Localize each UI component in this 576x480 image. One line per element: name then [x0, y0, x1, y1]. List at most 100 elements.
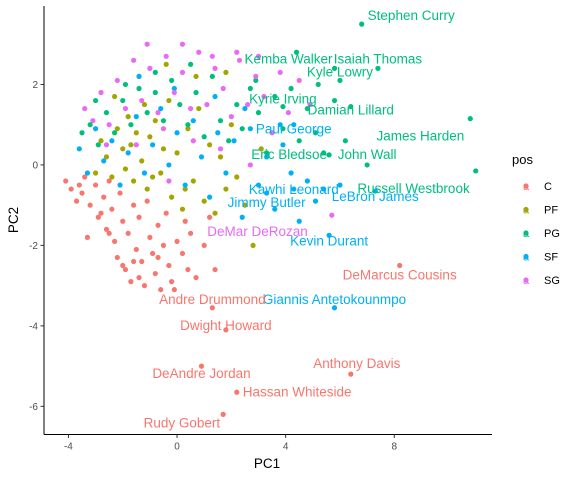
player-point-pf — [109, 174, 115, 180]
legend-key-point — [523, 230, 529, 236]
y-axis-title: PC2 — [6, 207, 21, 233]
player-point-sg — [277, 69, 283, 75]
player-point-pf — [185, 126, 191, 132]
player-label: Russell Westbrook — [357, 181, 470, 196]
player-point-sg — [245, 101, 251, 108]
labeled-player-point — [326, 232, 332, 238]
labeled-player-point — [348, 103, 354, 110]
player-point-sg — [133, 142, 139, 148]
player-point-sg — [307, 101, 313, 108]
player-point-sf — [141, 170, 148, 176]
player-label: LeBron James — [332, 189, 419, 204]
player-point-pg — [255, 110, 262, 116]
player-point-pg — [264, 150, 270, 156]
player-point-pf — [98, 138, 104, 144]
player-point-pg — [331, 97, 338, 104]
labeled-player-point — [372, 188, 378, 194]
player-point-c — [68, 186, 74, 192]
player-label: Kemba Walker — [244, 51, 333, 66]
player-point-sg — [103, 142, 110, 148]
player-point-sg — [236, 57, 243, 63]
labeled-player-point — [209, 305, 215, 311]
player-point-sg — [247, 162, 253, 168]
player-point-pg — [87, 122, 93, 128]
player-point-sg — [114, 77, 120, 84]
player-point-sg — [204, 101, 210, 108]
labeled-player-point — [220, 411, 226, 417]
player-point-c — [139, 258, 145, 265]
legend-label: PF — [544, 205, 558, 217]
player-point-pf — [174, 150, 180, 156]
labeled-player-point — [364, 162, 370, 168]
player-point-pg — [288, 85, 294, 92]
player-label: Kyrie Irving — [249, 92, 317, 107]
player-point-pf — [128, 142, 134, 148]
points-layer — [63, 21, 479, 417]
player-point-sg — [296, 77, 302, 84]
player-point-sf — [171, 85, 177, 92]
player-point-c — [179, 250, 186, 257]
x-tick-label: -4 — [64, 442, 73, 453]
player-point-pg — [120, 97, 126, 104]
player-point-pg — [201, 134, 207, 140]
player-point-pf — [190, 178, 196, 184]
player-point-sf — [150, 142, 156, 148]
player-point-pg — [234, 101, 240, 108]
player-label: DeAndre Jordan — [152, 366, 250, 381]
player-point-pf — [160, 146, 167, 152]
player-point-c — [155, 222, 161, 228]
player-point-pf — [193, 73, 199, 80]
player-point-pg — [122, 81, 129, 88]
player-point-pf — [258, 146, 264, 152]
y-tick-label: -6 — [29, 402, 38, 413]
player-point-sf — [277, 122, 283, 128]
labeled-player-point — [348, 371, 354, 377]
player-point-c — [114, 254, 120, 261]
labeled-player-point — [326, 152, 332, 158]
player-label: Hassan Whiteside — [243, 384, 352, 399]
player-point-c — [117, 190, 123, 196]
labeled-player-point — [198, 363, 205, 369]
player-point-pf — [131, 178, 137, 184]
player-point-c — [166, 262, 172, 269]
player-point-c — [169, 279, 175, 285]
player-point-sf — [109, 138, 115, 144]
x-tick-label: 4 — [283, 442, 289, 453]
player-label: Isaiah Thomas — [334, 51, 423, 66]
legend-label: PG — [544, 228, 560, 240]
player-point-sg — [122, 105, 129, 112]
player-point-sf — [239, 214, 245, 220]
player-label: Paul George — [256, 122, 332, 137]
player-point-pg — [92, 97, 99, 104]
player-point-pg — [160, 118, 167, 124]
player-point-sg — [196, 49, 202, 55]
legend-label: SF — [544, 252, 558, 264]
player-point-pg — [95, 142, 101, 148]
legend-key-point — [523, 253, 529, 260]
player-point-pg — [272, 93, 278, 100]
player-point-sf — [190, 118, 196, 124]
player-point-c — [193, 274, 199, 281]
player-point-sg — [217, 146, 224, 152]
player-point-sf — [312, 198, 319, 204]
x-tick-label: 0 — [174, 442, 180, 453]
player-point-pf — [223, 186, 229, 192]
y-tick-label: 0 — [32, 160, 38, 171]
player-point-sg — [269, 130, 275, 136]
player-point-pf — [163, 61, 169, 67]
player-point-sg — [220, 85, 226, 92]
player-point-sg — [90, 118, 96, 124]
player-point-pf — [141, 101, 148, 108]
player-point-pg — [239, 126, 245, 132]
player-point-pf — [250, 242, 256, 248]
labeled-player-point — [264, 190, 270, 196]
player-point-c — [136, 214, 142, 220]
player-label: DeMarcus Cousins — [343, 268, 457, 283]
player-point-pg — [209, 73, 215, 80]
player-point-pg — [226, 138, 232, 144]
player-point-pg — [312, 130, 319, 136]
x-axis-title: PC1 — [254, 456, 280, 471]
player-point-sg — [253, 73, 259, 80]
player-point-sg — [82, 105, 88, 112]
player-point-sf — [288, 170, 294, 176]
